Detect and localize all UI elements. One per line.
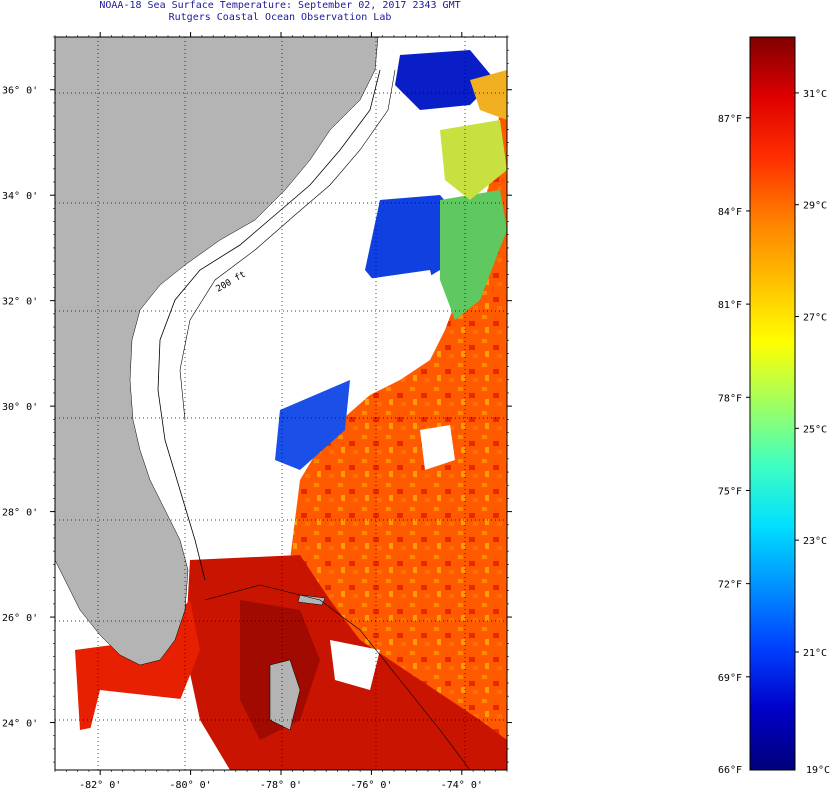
isobath-contour [204, 584, 471, 770]
colorbar-ticks: 87°F 84°F 81°F 78°F 75°F 72°F 69°F 31°C 29°C 27°C… [718, 89, 827, 684]
graticule [55, 37, 507, 770]
sst-mid-patch [440, 120, 507, 200]
lat-label: 34° 0' [2, 191, 38, 202]
colorbar-f-label: 87°F [718, 114, 742, 125]
colorbar-f-label: 81°F [718, 300, 742, 311]
sst-field: 200 ft [55, 37, 507, 770]
colorbar-min-label: 66°F [718, 765, 742, 776]
colorbar [749, 36, 796, 771]
island-andros [269, 659, 301, 731]
map-title: NOAA-18 Sea Surface Temperature: Septemb… [99, 0, 461, 11]
colorbar-c-label: 25°C [803, 424, 827, 435]
sst-mid-patch [470, 70, 507, 120]
colorbar-c-label: 31°C [803, 89, 827, 100]
island-grand-bahama [297, 594, 326, 606]
lat-label: 24° 0' [2, 719, 38, 730]
colorbar-f-label: 69°F [718, 673, 742, 684]
colorbar-c-label: 23°C [803, 536, 827, 547]
isobath-contour [157, 69, 381, 581]
lon-label: -76° 0' [350, 780, 392, 791]
sst-cool-patch [275, 380, 350, 470]
sst-cool-patch [395, 50, 495, 110]
lon-label: -74° 0' [441, 780, 483, 791]
colorbar-f-label: 75°F [718, 486, 742, 497]
colorbar-f-label: 72°F [718, 580, 742, 591]
land-mass [55, 37, 379, 666]
colorbar-f-label: 84°F [718, 207, 742, 218]
lat-label: 26° 0' [2, 613, 38, 624]
lon-axis: -82° 0' -80° 0' -78° 0' -76° 0' -74° 0' [54, 32, 508, 791]
colorbar-c-label: 29°C [803, 201, 827, 212]
colorbar-c-label: 27°C [803, 313, 827, 324]
lon-label: -80° 0' [170, 780, 212, 791]
colorbar-max-label: 19°C [806, 765, 830, 776]
lat-label: 28° 0' [2, 508, 38, 519]
sst-warm-region [290, 70, 507, 770]
lat-label: 30° 0' [2, 402, 38, 413]
map-subtitle: Rutgers Coastal Ocean Observation Lab [168, 12, 392, 23]
lon-label: -82° 0' [79, 780, 121, 791]
sst-mid-patch [440, 190, 507, 320]
lat-label: 36° 0' [2, 86, 38, 97]
lat-label: 32° 0' [2, 297, 38, 308]
lat-axis: 36° 0' 34° 0' 32° 0' 30° 0' 28° 0' 26° 0' 24° … [2, 36, 512, 763]
lon-label: -78° 0' [260, 780, 302, 791]
colorbar-c-label: 21°C [803, 648, 827, 659]
colorbar-f-label: 78°F [718, 393, 742, 404]
